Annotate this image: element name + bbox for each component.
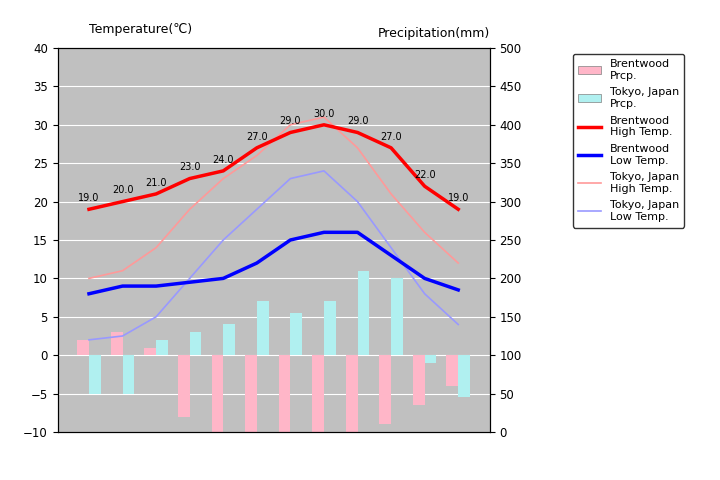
Text: Precipitation(mm): Precipitation(mm)	[377, 27, 490, 40]
Bar	[257, 301, 269, 355]
Text: 23.0: 23.0	[179, 162, 200, 172]
Bar	[413, 355, 425, 405]
Bar	[358, 271, 369, 355]
Bar	[312, 355, 324, 432]
Text: 21.0: 21.0	[145, 178, 167, 188]
Bar	[279, 355, 290, 432]
Text: 29.0: 29.0	[347, 116, 368, 126]
Bar	[212, 355, 223, 432]
Bar	[145, 348, 156, 355]
Bar	[324, 301, 336, 355]
Bar	[391, 278, 402, 355]
Bar	[223, 324, 235, 355]
Bar	[89, 355, 101, 394]
Bar	[446, 355, 458, 386]
Bar	[156, 340, 168, 355]
Text: 20.0: 20.0	[112, 185, 133, 195]
Bar	[346, 355, 358, 432]
Text: Temperature(℃): Temperature(℃)	[89, 24, 192, 36]
Bar	[458, 355, 470, 397]
Legend: Brentwood
Prcp., Tokyo, Japan
Prcp., Brentwood
High Temp., Brentwood
Low Temp., : Brentwood Prcp., Tokyo, Japan Prcp., Bre…	[573, 54, 685, 228]
Bar	[77, 340, 89, 355]
Text: 19.0: 19.0	[78, 193, 99, 203]
Bar	[379, 355, 391, 424]
Bar	[290, 313, 302, 355]
Text: 27.0: 27.0	[246, 132, 268, 142]
Text: 27.0: 27.0	[380, 132, 402, 142]
Bar	[425, 355, 436, 363]
Text: 24.0: 24.0	[212, 155, 234, 165]
Text: 29.0: 29.0	[279, 116, 301, 126]
Bar	[189, 332, 202, 355]
Bar	[245, 355, 257, 432]
Bar	[111, 332, 122, 355]
Bar	[122, 355, 135, 394]
Bar	[178, 355, 189, 417]
Text: 30.0: 30.0	[313, 108, 335, 119]
Text: 22.0: 22.0	[414, 170, 436, 180]
Text: 19.0: 19.0	[448, 193, 469, 203]
